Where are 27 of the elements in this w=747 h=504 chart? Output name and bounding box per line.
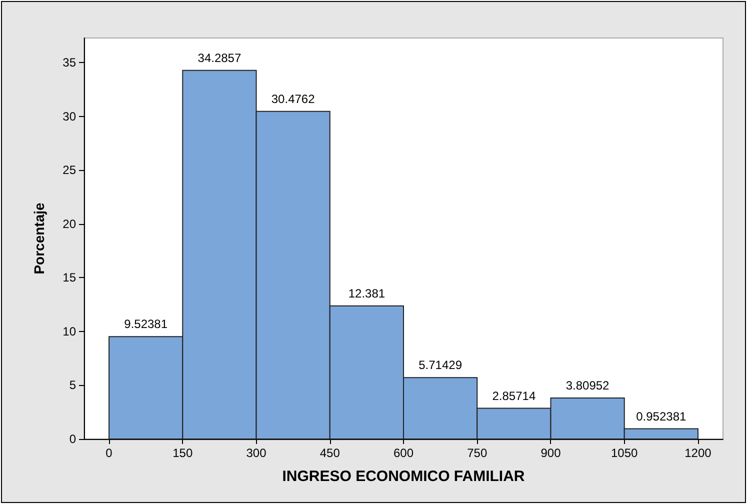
- x-tick-label: 300: [246, 446, 267, 460]
- x-tick-label: 150: [172, 446, 193, 460]
- y-tick-label: 30: [62, 109, 76, 124]
- y-tick-label: 10: [62, 324, 76, 338]
- y-tick-label: 15: [62, 270, 76, 285]
- data-label: 5.71429: [418, 358, 462, 372]
- data-label: 3.80952: [566, 378, 610, 393]
- data-label: 0.952381: [636, 409, 687, 424]
- y-tick-label: 5: [69, 378, 76, 392]
- data-label: 12.381: [348, 286, 386, 300]
- x-tick-label: 600: [393, 446, 414, 460]
- data-label: 30.4762: [271, 92, 316, 106]
- data-label: 34.2857: [198, 50, 242, 65]
- x-tick-label: 1200: [684, 446, 712, 460]
- y-tick-label: 0: [69, 432, 76, 446]
- y-tick-label: 25: [62, 163, 76, 178]
- x-tick-label: 0: [106, 446, 113, 460]
- y-tick-label: 35: [62, 56, 76, 70]
- x-axis-title: INGRESO ECONOMICO FAMILIAR: [282, 468, 525, 485]
- x-tick-label: 450: [320, 446, 340, 460]
- x-tick-label: 1050: [611, 446, 638, 460]
- x-tick-label: 750: [467, 446, 488, 460]
- x-tick-label: 900: [540, 446, 562, 460]
- y-axis-title: Porcentaje: [31, 202, 47, 274]
- y-tick-label: 20: [62, 216, 76, 231]
- data-label: 9.52381: [124, 317, 168, 332]
- data-label: 2.85714: [492, 388, 536, 403]
